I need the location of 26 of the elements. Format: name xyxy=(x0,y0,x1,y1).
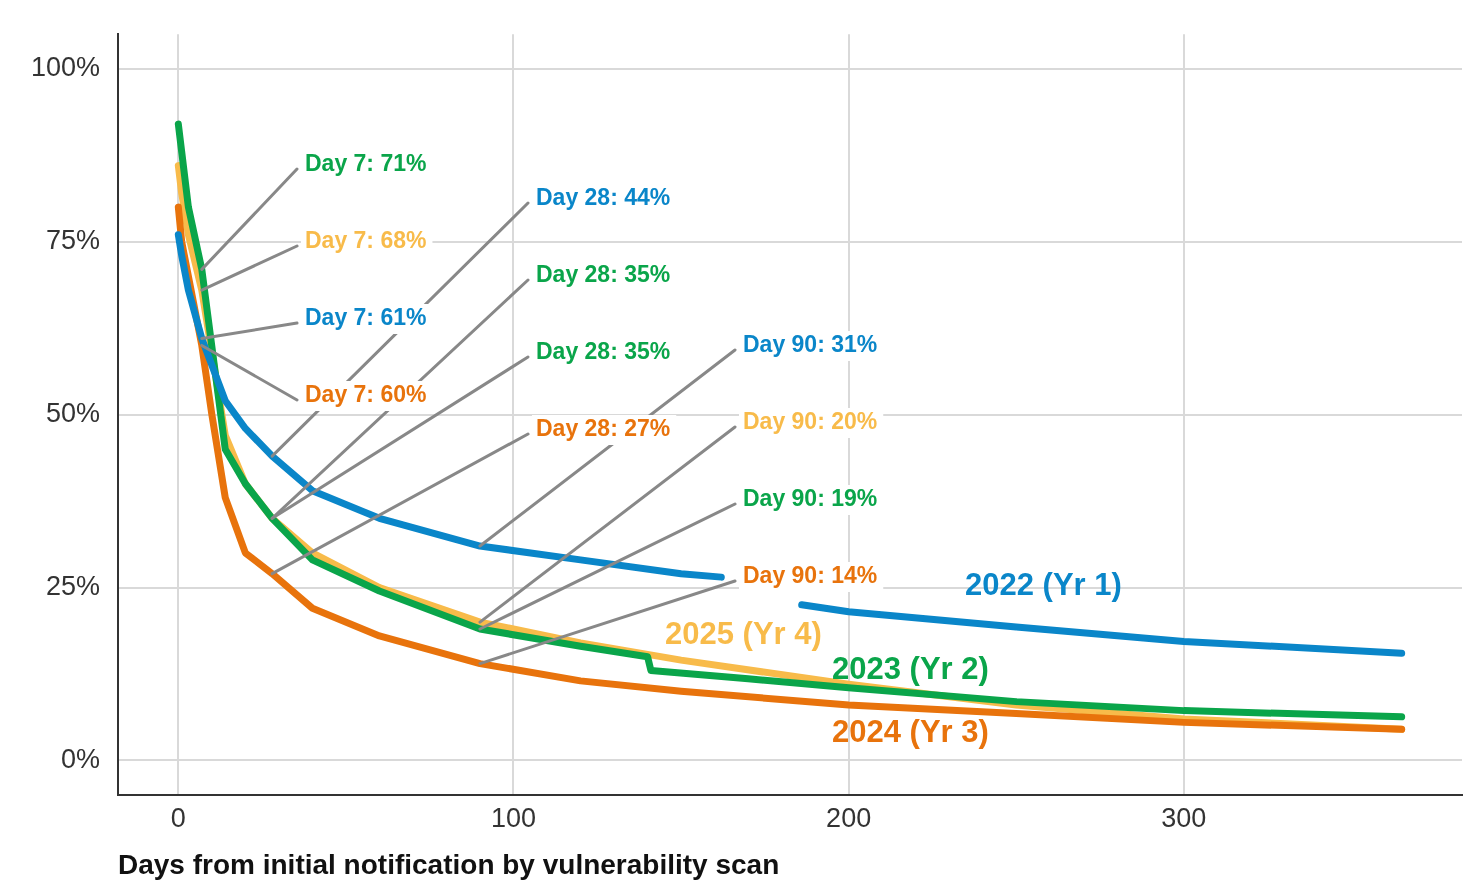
annotation: Day 90: 31% xyxy=(743,331,878,358)
annotation: Day 7: 60% xyxy=(305,381,427,408)
annotation: Day 90: 19% xyxy=(743,485,878,512)
series-label: 2025 (Yr 4) xyxy=(665,615,822,651)
x-tick-label: 100 xyxy=(490,802,537,833)
y-tick-label: 75% xyxy=(45,225,100,256)
x-tick-label: 0 xyxy=(170,802,186,833)
annotation: Day 90: 14% xyxy=(743,562,878,589)
annotation: Day 7: 61% xyxy=(305,304,427,331)
y-tick-label: 50% xyxy=(45,398,100,429)
series-label: 2022 (Yr 1) xyxy=(965,566,1122,602)
annotation: Day 28: 35% xyxy=(536,338,671,365)
annotation: Day 7: 68% xyxy=(305,227,427,254)
x-axis-title: Days from initial notification by vulnerability scan xyxy=(118,848,780,880)
y-tick-label: 25% xyxy=(45,570,100,601)
y-tick-label: 100% xyxy=(30,52,100,83)
annotation: Day 28: 35% xyxy=(536,261,671,288)
y-tick-label: 0% xyxy=(60,743,100,774)
x-tick-label: 200 xyxy=(826,802,872,833)
annotation: Day 28: 27% xyxy=(536,415,671,442)
annotation: Day 7: 71% xyxy=(305,150,427,177)
series-label: 2024 (Yr 3) xyxy=(832,713,989,749)
annotation: Day 90: 20% xyxy=(743,408,878,435)
series-label: 2023 (Yr 2) xyxy=(832,650,989,686)
annotation: Day 28: 44% xyxy=(536,184,671,211)
x-tick-label: 300 xyxy=(1161,802,1207,833)
